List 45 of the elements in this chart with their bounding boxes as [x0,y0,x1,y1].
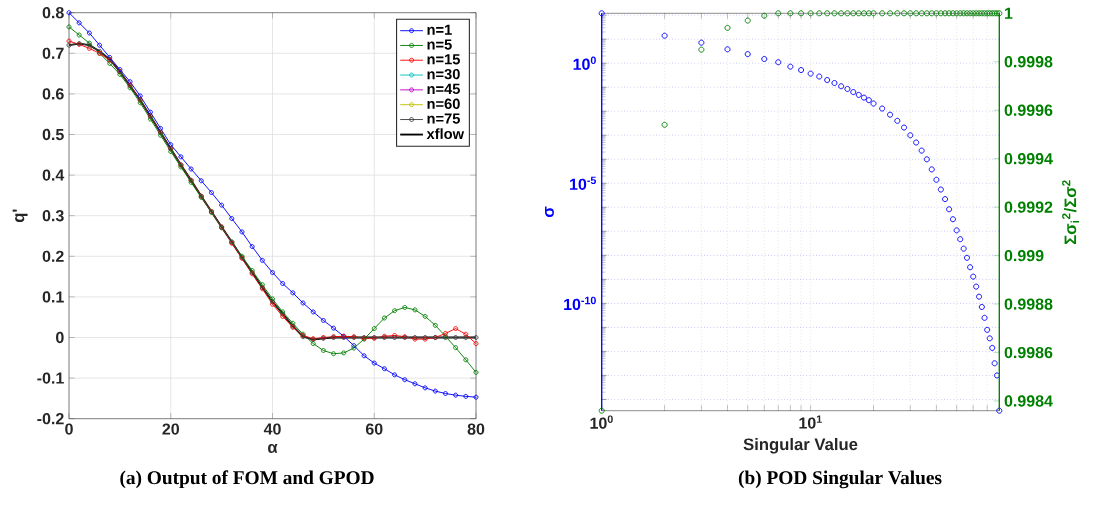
y2-tick-label: 0.9992 [1004,201,1053,213]
y-tick-label: 10$^{-10}$ [564,296,596,311]
x-tick-label: 10$^{1}$ [799,415,822,429]
y2-tick-label: 0.9998 [1004,56,1053,68]
y-tick-label: 0.7 [42,47,64,59]
x-axis-title: α [268,443,278,454]
y-tick-label: 0.1 [42,291,64,303]
y-tick-label: -0.1 [37,372,64,384]
legend-label: n=1 [427,24,452,35]
legend-label: n=5 [427,39,452,50]
y2-tick-label: 1 [1005,7,1013,19]
y-tick-label: 0.8 [42,7,64,19]
y-tick-label: 0 [56,331,64,344]
y-tick-label: 10$^{-5}$ [570,176,597,190]
legend-label: n=30 [427,68,460,80]
text: (a) Output of FOM and GPOD [120,470,374,489]
y-tick-label: 0.4 [42,169,65,181]
legend-label: xflow [426,128,465,140]
y-tick-label: 0.3 [42,210,64,222]
x-tick-label: 0 [65,423,73,435]
y-tick-label: 0.6 [42,88,64,100]
y2-tick-label: 0.9988 [1004,298,1053,310]
x-tick-label: 80 [467,423,485,435]
y2-axis-title: Σσ$_{i}$$^{2}$/Σσ$^{2}$ [1062,180,1079,245]
y-tick-label: 0.2 [42,250,64,262]
y2-tick-label: 0.999 [1004,249,1044,262]
legend-label: n=45 [427,83,460,95]
x-tick-label: 60 [365,423,383,435]
y-axis-title: q' [12,209,28,223]
y2-tick-label: 0.9984 [1004,395,1053,407]
x-tick-label: 10$^{0}$ [590,415,613,429]
x-tick-label: 40 [263,423,281,435]
legend-label: n=15 [427,54,460,65]
y2-tick-label: 0.9986 [1004,346,1053,359]
text: (b) POD Singular Values [738,470,942,489]
x-tick-label: 20 [162,423,179,435]
y-tick-label: -0.2 [37,413,64,425]
legend-label: n=75 [427,113,460,124]
y-tick-label: 0.5 [42,128,64,141]
y2-tick-label: 0.9996 [1004,104,1053,116]
y-axis-title: σ [545,206,554,218]
legend-label: n=60 [427,98,460,109]
y2-tick-label: 0.9994 [1004,153,1053,165]
y-tick-label: 10$^{0}$ [573,56,596,70]
x-axis-title: Singular Value [743,437,858,454]
